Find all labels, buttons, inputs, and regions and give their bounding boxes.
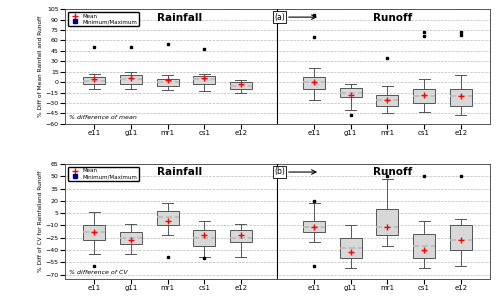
Text: Runoff: Runoff [372, 12, 412, 22]
PathPatch shape [303, 221, 325, 232]
Text: Runoff: Runoff [372, 168, 412, 178]
Text: % difference of mean: % difference of mean [69, 115, 137, 120]
PathPatch shape [450, 89, 471, 106]
PathPatch shape [84, 77, 106, 84]
PathPatch shape [230, 82, 252, 89]
Text: (b): (b) [274, 168, 285, 176]
Y-axis label: % Diff of CV for Rainfalland Runoff: % Diff of CV for Rainfalland Runoff [38, 171, 43, 272]
PathPatch shape [303, 77, 325, 89]
Y-axis label: % Diff of Mean Rainfall and Runoff: % Diff of Mean Rainfall and Runoff [38, 16, 43, 117]
Text: (a): (a) [274, 12, 285, 22]
PathPatch shape [340, 238, 362, 258]
PathPatch shape [230, 230, 252, 242]
PathPatch shape [120, 75, 142, 84]
PathPatch shape [120, 232, 142, 244]
PathPatch shape [376, 209, 398, 235]
Text: Rainfall: Rainfall [157, 168, 202, 178]
PathPatch shape [450, 225, 471, 250]
PathPatch shape [156, 79, 178, 85]
PathPatch shape [413, 89, 435, 103]
Legend: Mean, Minimum/Maximum: Mean, Minimum/Maximum [68, 12, 139, 26]
PathPatch shape [156, 211, 178, 225]
Text: Rainfall: Rainfall [157, 12, 202, 22]
PathPatch shape [193, 230, 215, 246]
PathPatch shape [193, 76, 215, 84]
PathPatch shape [376, 95, 398, 106]
Text: % difference of CV: % difference of CV [69, 270, 128, 275]
PathPatch shape [413, 234, 435, 258]
Legend: Mean, Minimum/Maximum: Mean, Minimum/Maximum [68, 167, 139, 181]
PathPatch shape [84, 225, 106, 240]
PathPatch shape [340, 88, 362, 98]
